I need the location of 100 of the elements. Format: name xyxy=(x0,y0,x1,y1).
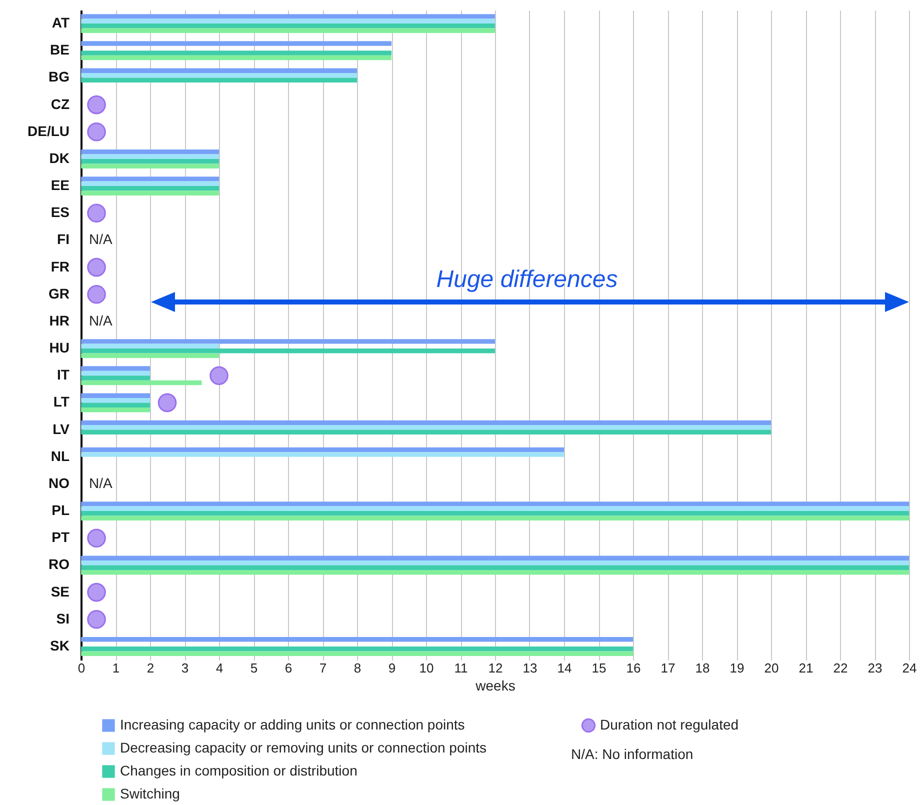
bar xyxy=(81,348,495,354)
y-tick-label: GR xyxy=(48,285,70,302)
bar xyxy=(81,55,392,60)
legend-label: Switching xyxy=(120,786,180,802)
bar xyxy=(81,78,357,82)
y-tick-label: HU xyxy=(49,340,70,356)
y-tick-label: CZ xyxy=(50,96,70,112)
bar xyxy=(81,506,909,512)
y-tick-label: NO xyxy=(48,474,70,491)
legend-label: Changes in composition or distribution xyxy=(120,762,358,778)
bar xyxy=(81,651,633,656)
bar xyxy=(81,154,219,159)
x-tick-label: 20 xyxy=(764,660,779,676)
bar xyxy=(81,339,495,344)
bar xyxy=(81,72,357,78)
y-tick-label: FI xyxy=(57,231,70,248)
x-tick-label: 6 xyxy=(284,660,292,676)
y-tick-label: FR xyxy=(50,258,70,274)
bar xyxy=(81,636,633,642)
bar xyxy=(81,565,909,570)
y-tick-label: LV xyxy=(52,420,70,437)
annotation: N/A xyxy=(89,312,113,328)
x-tick-label: 12 xyxy=(488,660,503,676)
x-tick-label: 13 xyxy=(522,660,538,676)
legend-label: Increasing capacity or adding units or connection points xyxy=(120,716,465,732)
y-tick-label: SI xyxy=(56,610,70,626)
bar xyxy=(81,407,150,412)
bar xyxy=(81,176,219,182)
x-tick-label: 15 xyxy=(592,660,606,676)
x-tick-label: 18 xyxy=(695,660,710,676)
bar xyxy=(81,18,495,24)
bar xyxy=(81,14,495,19)
x-tick-label: 14 xyxy=(557,660,572,676)
bar xyxy=(81,425,771,430)
bar xyxy=(81,502,909,506)
x-tick-label: 11 xyxy=(454,660,468,676)
bar xyxy=(81,380,202,386)
x-tick-label: 7 xyxy=(319,660,327,676)
x-tick-label: 4 xyxy=(216,660,224,676)
y-tick-label: HR xyxy=(49,312,70,328)
bar xyxy=(81,560,909,566)
bar xyxy=(81,398,150,403)
x-tick-label: 19 xyxy=(730,660,744,676)
bar xyxy=(81,556,909,560)
bar xyxy=(81,393,150,398)
bar xyxy=(81,376,150,380)
x-tick-label: 16 xyxy=(626,660,641,676)
legend-label: Decreasing capacity or removing units or connection points xyxy=(120,740,487,756)
bar xyxy=(81,370,150,376)
text: N/A: No information xyxy=(571,746,694,762)
bar xyxy=(81,447,564,452)
bar xyxy=(81,353,219,358)
bar xyxy=(81,366,150,371)
x-tick-label: 0 xyxy=(78,660,86,676)
bar xyxy=(81,420,771,426)
x-tick-label: 1 xyxy=(112,660,120,676)
y-tick-label: PT xyxy=(52,529,70,546)
bar xyxy=(81,516,909,521)
bar xyxy=(81,181,219,186)
bar xyxy=(81,190,219,196)
x-tick-label: 5 xyxy=(250,660,258,676)
y-tick-label: LT xyxy=(53,394,70,410)
y-tick-label: BE xyxy=(50,42,70,58)
y-tick-label: SE xyxy=(50,583,70,600)
x-tick-label: 23 xyxy=(868,660,882,676)
y-tick-label: IT xyxy=(57,366,70,383)
bar xyxy=(81,511,909,516)
x-tick-label: 24 xyxy=(902,660,917,676)
bar xyxy=(81,149,219,154)
y-tick-label: RO xyxy=(48,556,70,572)
x-axis-title: weeks xyxy=(474,678,516,694)
x-tick-label: 2 xyxy=(146,660,154,676)
bar xyxy=(81,28,495,34)
bar xyxy=(81,344,219,349)
bar xyxy=(81,164,219,168)
x-tick-label: 3 xyxy=(181,660,189,676)
legend-label: Duration not regulated xyxy=(600,716,739,732)
y-tick-label: PL xyxy=(52,502,70,518)
x-tick-label: 10 xyxy=(419,660,434,676)
annotation: N/A xyxy=(89,474,113,491)
y-tick-label: SK xyxy=(50,637,70,654)
bar xyxy=(81,68,357,73)
y-tick-label: EE xyxy=(50,177,70,194)
y-tick-label: NL xyxy=(50,448,70,464)
y-tick-label: DK xyxy=(49,150,70,166)
bar xyxy=(81,41,392,46)
y-tick-label: ES xyxy=(50,204,70,220)
y-tick-label: BG xyxy=(48,68,70,85)
bar xyxy=(81,402,150,408)
bar xyxy=(81,646,633,652)
bar xyxy=(81,186,219,191)
bar xyxy=(81,430,771,435)
y-tick-label: DE/LU xyxy=(28,122,70,139)
x-tick-label: 17 xyxy=(660,660,676,676)
x-tick-label: 22 xyxy=(833,660,848,676)
x-tick-label: 9 xyxy=(388,660,396,676)
bar xyxy=(81,158,219,164)
annotation: N/A xyxy=(89,231,113,248)
bar xyxy=(81,452,564,457)
bar xyxy=(81,24,495,28)
